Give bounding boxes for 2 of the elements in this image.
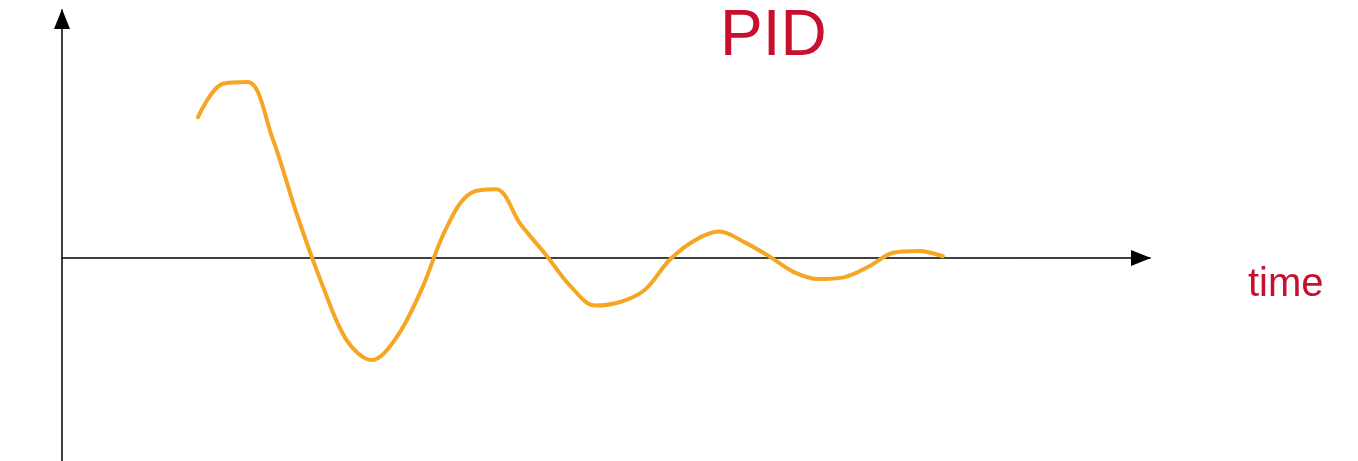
text: time: [1248, 260, 1324, 304]
chart-title: PID: [720, 0, 827, 69]
